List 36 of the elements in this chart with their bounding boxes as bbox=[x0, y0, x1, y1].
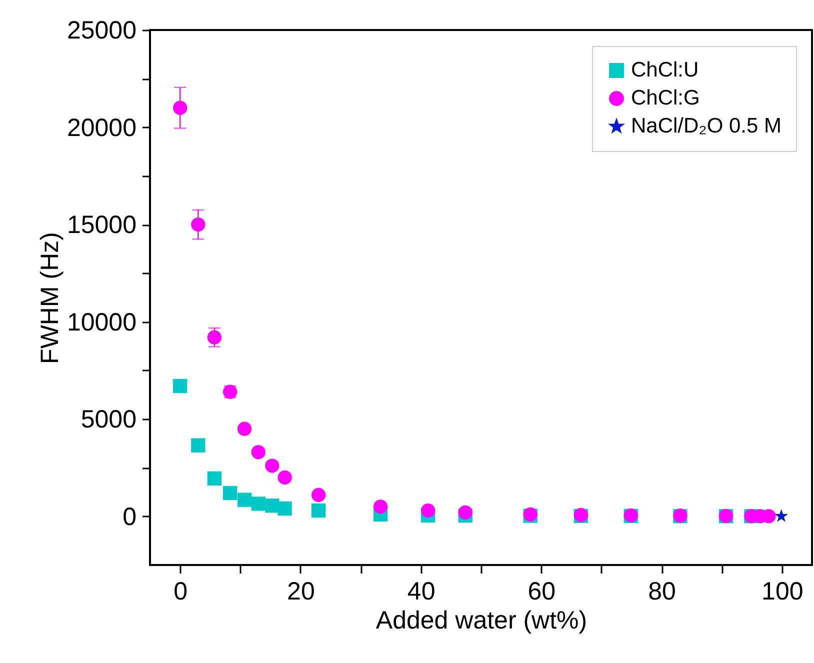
point bbox=[222, 486, 238, 500]
point bbox=[173, 100, 188, 115]
x-axis-title: Added water (wt%) bbox=[376, 606, 588, 634]
y-tick-label: 10000 bbox=[66, 308, 136, 336]
point bbox=[774, 509, 788, 522]
y-axis-title: FWHM (Hz) bbox=[36, 232, 64, 364]
point bbox=[373, 500, 388, 514]
point bbox=[237, 422, 252, 436]
point bbox=[191, 438, 206, 452]
legend-label: NaCl/D₂O 0.5 M bbox=[631, 114, 782, 138]
point bbox=[278, 502, 292, 516]
point bbox=[207, 471, 222, 486]
point bbox=[265, 458, 280, 473]
x-tick-label: 40 bbox=[407, 578, 436, 606]
y-tick-label: 25000 bbox=[66, 16, 136, 44]
y-tick-label: 20000 bbox=[66, 114, 136, 142]
legend-label: ChCl:U bbox=[631, 58, 699, 82]
x-tick-label: 60 bbox=[528, 578, 556, 606]
point bbox=[207, 330, 222, 344]
x-tick-label: 0 bbox=[174, 578, 188, 606]
point bbox=[311, 488, 326, 502]
point bbox=[237, 492, 252, 507]
point bbox=[458, 505, 472, 520]
point bbox=[311, 503, 326, 518]
point bbox=[420, 503, 436, 518]
point bbox=[191, 217, 206, 232]
x-tick-label: 80 bbox=[648, 578, 676, 606]
y-tick-label: 0 bbox=[122, 502, 136, 531]
legend-label: ChCl:G bbox=[631, 86, 700, 110]
point bbox=[251, 445, 266, 460]
y-tick-label: 5000 bbox=[80, 406, 136, 434]
x-tick-label: 100 bbox=[762, 578, 804, 606]
point bbox=[251, 496, 266, 511]
point bbox=[278, 470, 292, 485]
x-tick-label: 20 bbox=[287, 578, 315, 606]
y-tick-label: 15000 bbox=[66, 211, 136, 240]
